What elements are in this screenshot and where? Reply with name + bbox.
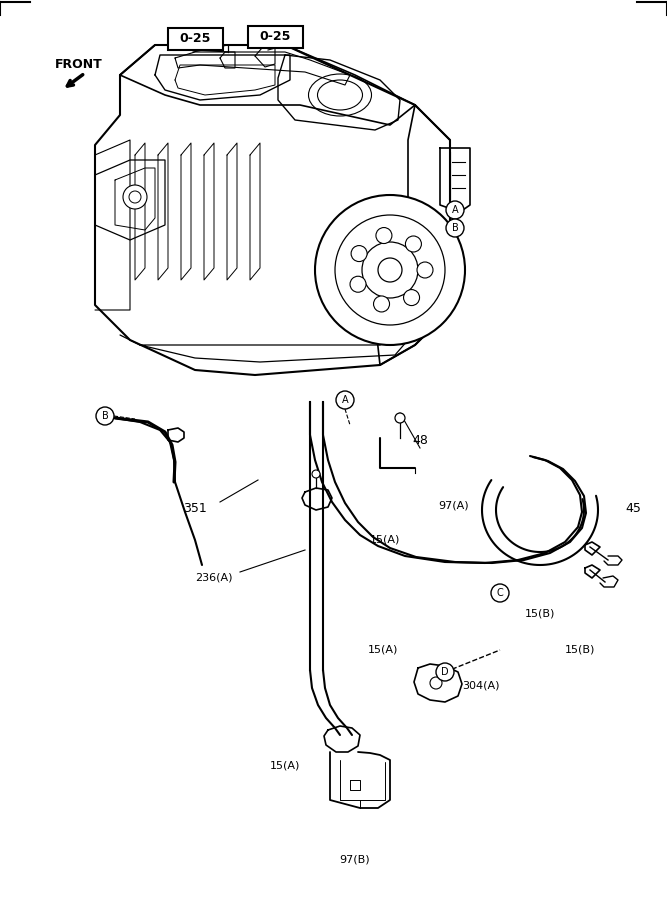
Circle shape bbox=[351, 246, 367, 262]
Text: 45: 45 bbox=[625, 501, 641, 515]
Text: 236(A): 236(A) bbox=[195, 573, 233, 583]
Circle shape bbox=[312, 470, 320, 478]
Circle shape bbox=[491, 584, 509, 602]
Text: B: B bbox=[101, 411, 108, 421]
Text: 0-25: 0-25 bbox=[260, 31, 291, 43]
Ellipse shape bbox=[309, 74, 372, 116]
Text: A: A bbox=[342, 395, 348, 405]
Circle shape bbox=[406, 236, 422, 252]
Text: 15(A): 15(A) bbox=[368, 645, 398, 655]
Circle shape bbox=[446, 201, 464, 219]
Text: B: B bbox=[452, 223, 458, 233]
Circle shape bbox=[335, 215, 445, 325]
Circle shape bbox=[362, 242, 418, 298]
Text: 97(A): 97(A) bbox=[438, 500, 469, 510]
Circle shape bbox=[336, 391, 354, 409]
Text: 15(A): 15(A) bbox=[270, 760, 300, 770]
Text: 15(B): 15(B) bbox=[565, 645, 596, 655]
Text: 15(B): 15(B) bbox=[525, 609, 556, 619]
Circle shape bbox=[129, 191, 141, 203]
Circle shape bbox=[404, 290, 420, 306]
Text: 351: 351 bbox=[183, 501, 207, 515]
Text: 304(A): 304(A) bbox=[462, 681, 500, 691]
Text: 0-25: 0-25 bbox=[180, 32, 211, 46]
Circle shape bbox=[350, 276, 366, 292]
Circle shape bbox=[374, 296, 390, 312]
Circle shape bbox=[376, 228, 392, 244]
Circle shape bbox=[378, 258, 402, 282]
Circle shape bbox=[436, 663, 454, 681]
Text: D: D bbox=[441, 667, 449, 677]
Circle shape bbox=[446, 219, 464, 237]
Circle shape bbox=[395, 413, 405, 423]
Bar bbox=[168, 28, 223, 50]
Circle shape bbox=[417, 262, 433, 278]
Ellipse shape bbox=[317, 80, 362, 110]
Text: A: A bbox=[452, 205, 458, 215]
Circle shape bbox=[96, 407, 114, 425]
Text: 15(A): 15(A) bbox=[370, 535, 400, 545]
Circle shape bbox=[123, 185, 147, 209]
Circle shape bbox=[315, 195, 465, 345]
Text: 97(B): 97(B) bbox=[340, 855, 370, 865]
Text: C: C bbox=[497, 588, 504, 598]
Bar bbox=[248, 26, 303, 48]
Circle shape bbox=[430, 677, 442, 689]
Text: 48: 48 bbox=[412, 434, 428, 446]
Text: FRONT: FRONT bbox=[55, 58, 103, 71]
